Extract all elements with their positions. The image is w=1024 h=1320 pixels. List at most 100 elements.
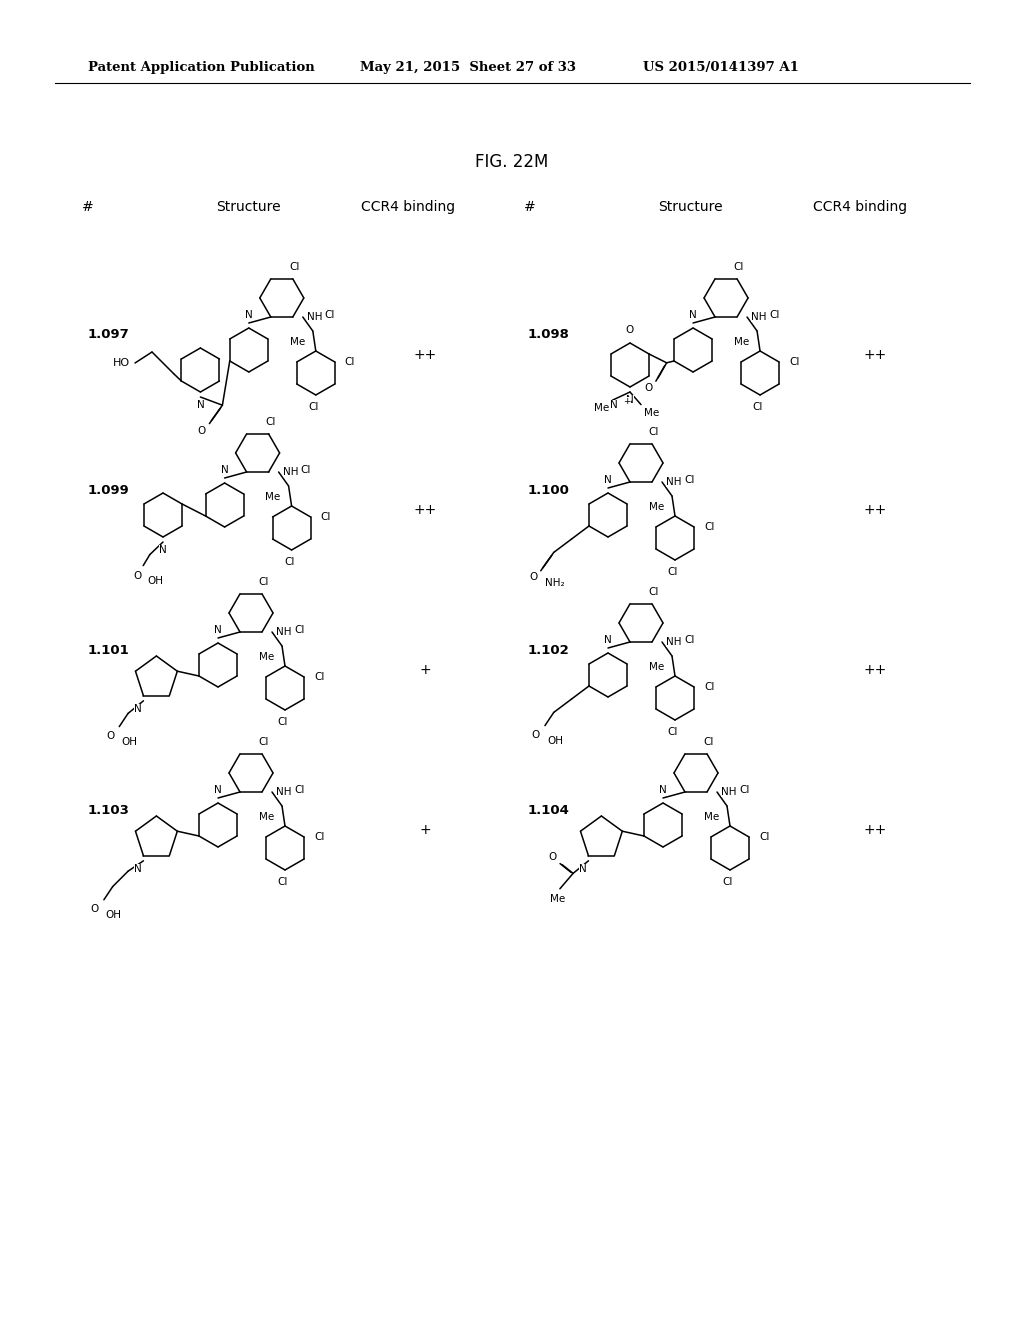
Text: May 21, 2015  Sheet 27 of 33: May 21, 2015 Sheet 27 of 33 [360, 62, 575, 74]
Text: ++: ++ [863, 822, 887, 837]
Text: NH: NH [307, 312, 323, 322]
Text: Me: Me [703, 812, 719, 822]
Text: O: O [626, 325, 634, 335]
Text: O: O [644, 383, 653, 393]
Text: Me: Me [259, 652, 274, 663]
Text: Cl: Cl [668, 568, 678, 577]
Text: +: + [624, 396, 631, 405]
Text: N: N [659, 785, 667, 795]
Text: Patent Application Publication: Patent Application Publication [88, 62, 314, 74]
Text: Cl: Cl [265, 417, 275, 426]
Text: 1.102: 1.102 [528, 644, 569, 656]
Text: 1.101: 1.101 [88, 644, 130, 656]
Text: Me: Me [734, 337, 749, 347]
Text: Me: Me [290, 337, 305, 347]
Text: N: N [214, 785, 222, 795]
Text: Cl: Cl [649, 426, 659, 437]
Text: CCR4 binding: CCR4 binding [813, 201, 907, 214]
Text: Me: Me [649, 663, 664, 672]
Text: ++: ++ [863, 348, 887, 362]
Text: Structure: Structure [657, 201, 722, 214]
Text: Cl: Cl [703, 737, 714, 747]
Text: Cl: Cl [294, 785, 304, 795]
Text: Cl: Cl [649, 587, 659, 597]
Text: Cl: Cl [301, 465, 311, 475]
Text: Cl: Cl [321, 512, 331, 521]
Text: NH₂: NH₂ [545, 578, 564, 587]
Text: Cl: Cl [723, 876, 733, 887]
Text: Cl: Cl [668, 727, 678, 737]
Text: N: N [214, 624, 222, 635]
Text: O: O [531, 730, 540, 739]
Text: N: N [626, 395, 634, 405]
Text: O: O [198, 425, 206, 436]
Text: NH: NH [751, 312, 767, 322]
Text: Cl: Cl [684, 475, 694, 484]
Text: 1.098: 1.098 [528, 329, 570, 342]
Text: NH: NH [276, 787, 292, 797]
Text: O: O [529, 572, 538, 582]
Text: HO: HO [113, 358, 130, 368]
Text: O: O [90, 904, 99, 913]
Text: Cl: Cl [753, 403, 763, 412]
Text: 1.103: 1.103 [88, 804, 130, 817]
Text: OH: OH [121, 737, 137, 747]
Text: Cl: Cl [278, 876, 288, 887]
Text: Cl: Cl [259, 577, 269, 587]
Text: OH: OH [147, 576, 163, 586]
Text: Me: Me [265, 492, 281, 502]
Text: N: N [134, 863, 141, 874]
Text: N: N [197, 400, 204, 411]
Text: CCR4 binding: CCR4 binding [360, 201, 455, 214]
Text: N: N [604, 635, 612, 645]
Text: FIG. 22M: FIG. 22M [475, 153, 549, 172]
Text: Cl: Cl [290, 261, 300, 272]
Text: Cl: Cl [759, 832, 769, 842]
Text: Cl: Cl [705, 682, 715, 692]
Text: Cl: Cl [294, 624, 304, 635]
Text: O: O [106, 730, 115, 741]
Text: 1.100: 1.100 [528, 483, 570, 496]
Text: NH: NH [666, 638, 682, 647]
Text: Cl: Cl [314, 832, 325, 842]
Text: Cl: Cl [308, 403, 319, 412]
Text: NH: NH [721, 787, 736, 797]
Text: N: N [689, 310, 697, 319]
Text: Cl: Cl [769, 310, 779, 319]
Text: OH: OH [547, 735, 563, 746]
Text: Cl: Cl [278, 717, 288, 727]
Text: NH: NH [283, 467, 298, 477]
Text: Cl: Cl [345, 356, 355, 367]
Text: Cl: Cl [684, 635, 694, 645]
Text: NH: NH [666, 477, 682, 487]
Text: Cl: Cl [259, 737, 269, 747]
Text: Structure: Structure [216, 201, 281, 214]
Text: Cl: Cl [325, 310, 335, 319]
Text: Cl: Cl [739, 785, 750, 795]
Text: N: N [604, 475, 612, 484]
Text: #: # [82, 201, 94, 214]
Text: N: N [134, 704, 141, 714]
Text: O: O [549, 851, 557, 862]
Text: 1.104: 1.104 [528, 804, 570, 817]
Text: N: N [159, 545, 167, 554]
Text: +: + [419, 663, 431, 677]
Text: Me: Me [550, 894, 565, 904]
Text: Cl: Cl [285, 557, 295, 568]
Text: Cl: Cl [790, 356, 800, 367]
Text: Me: Me [649, 502, 664, 512]
Text: N: N [221, 465, 228, 475]
Text: ++: ++ [863, 503, 887, 517]
Text: ++: ++ [414, 348, 436, 362]
Text: Me: Me [594, 403, 609, 413]
Text: N: N [610, 400, 618, 411]
Text: OH: OH [105, 909, 122, 920]
Text: Cl: Cl [734, 261, 744, 272]
Text: 1.099: 1.099 [88, 483, 130, 496]
Text: O: O [133, 570, 141, 581]
Text: Me: Me [259, 812, 274, 822]
Text: 1.097: 1.097 [88, 329, 130, 342]
Text: Me: Me [644, 408, 659, 417]
Text: ++: ++ [414, 503, 436, 517]
Text: Cl: Cl [705, 521, 715, 532]
